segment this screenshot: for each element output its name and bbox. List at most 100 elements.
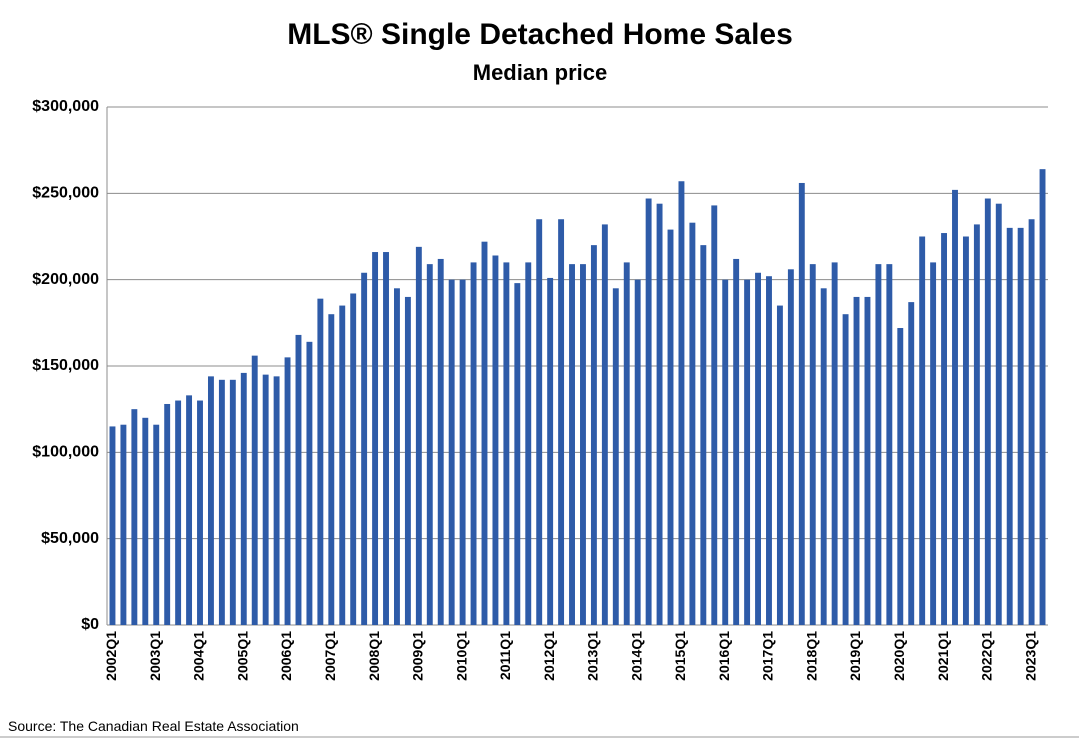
- bar: [328, 314, 335, 625]
- y-tick-label: $0: [81, 616, 99, 633]
- bar: [251, 355, 258, 625]
- bar: [842, 314, 849, 625]
- x-tick-label: 2011Q1: [497, 631, 513, 680]
- bar: [372, 252, 379, 626]
- bar: [437, 258, 444, 625]
- bar: [153, 424, 160, 625]
- bar: [766, 276, 772, 625]
- bar: [415, 246, 422, 626]
- x-tick-label: 2002Q1: [103, 631, 119, 681]
- x-tick-label: 2012Q1: [541, 631, 557, 681]
- bar: [864, 296, 871, 625]
- x-tick-label: 2007Q1: [322, 631, 338, 681]
- bar: [569, 264, 575, 625]
- x-tick-label: 2019Q1: [847, 631, 863, 681]
- bar: [262, 374, 269, 625]
- bar: [1006, 227, 1013, 625]
- bar: [404, 296, 411, 625]
- bar: [229, 379, 236, 625]
- bar: [186, 395, 193, 625]
- bar: [809, 264, 816, 625]
- x-tick-label: 2003Q1: [147, 631, 163, 681]
- bar: [886, 264, 893, 625]
- bar: [941, 233, 948, 625]
- x-tick-label: 2023Q1: [1022, 631, 1038, 681]
- bar: [547, 277, 554, 625]
- bar: [623, 262, 630, 625]
- bar: [306, 341, 313, 625]
- chart-subtitle: Median price: [473, 60, 607, 85]
- bar: [678, 181, 685, 625]
- x-tick-label: 2013Q1: [585, 631, 601, 681]
- bar: [875, 264, 882, 625]
- bar: [295, 334, 302, 625]
- x-tick-label: 2022Q1: [979, 631, 995, 681]
- y-tick-label: $250,000: [32, 185, 99, 202]
- bar: [897, 328, 904, 625]
- bar: [798, 182, 805, 625]
- bar: [667, 229, 674, 626]
- bar: [503, 262, 510, 625]
- x-tick-label: 2005Q1: [234, 631, 250, 681]
- bar: [908, 302, 915, 625]
- x-tick-label: 2004Q1: [191, 631, 207, 681]
- y-tick-label: $300,000: [32, 98, 99, 115]
- bar: [361, 272, 368, 625]
- bar: [448, 279, 455, 625]
- bar: [580, 264, 586, 625]
- bar: [919, 236, 926, 625]
- bar: [459, 279, 466, 625]
- bar: [984, 198, 991, 625]
- bar: [481, 241, 488, 625]
- bar: [973, 224, 980, 625]
- bar: [197, 400, 203, 625]
- bar: [492, 255, 499, 625]
- bar: [514, 283, 521, 625]
- y-tick-label: $100,000: [32, 444, 99, 461]
- bar: [700, 245, 707, 625]
- bar: [722, 279, 729, 625]
- bar: [590, 245, 597, 625]
- bar: [109, 426, 116, 625]
- bar: [426, 264, 433, 625]
- chart-title: MLS® Single Detached Home Sales: [287, 18, 793, 51]
- bar: [218, 379, 225, 625]
- x-tick-label: 2009Q1: [410, 631, 426, 681]
- bar: [776, 305, 783, 625]
- bar: [601, 224, 608, 625]
- bar: [317, 298, 324, 625]
- bar: [645, 198, 652, 625]
- bar: [689, 222, 696, 626]
- bar: [536, 219, 543, 625]
- bar: [831, 262, 838, 625]
- x-tick-label: 2014Q1: [628, 631, 644, 681]
- y-tick-label: $200,000: [32, 271, 99, 288]
- bar: [952, 189, 958, 625]
- bar: [120, 424, 127, 625]
- bar: [525, 262, 532, 625]
- bar: [470, 262, 477, 625]
- bar: [131, 409, 138, 625]
- bar: [820, 288, 827, 625]
- bar: [350, 293, 357, 625]
- bar: [142, 417, 149, 625]
- x-tick-label: 2021Q1: [935, 631, 951, 681]
- x-tick-label: 2010Q1: [453, 631, 469, 681]
- bar: [995, 203, 1002, 625]
- x-tick-label: 2015Q1: [672, 631, 688, 681]
- x-tick-label: 2017Q1: [760, 631, 776, 681]
- x-tick-label: 2006Q1: [278, 631, 294, 681]
- bar: [164, 403, 171, 625]
- bar: [656, 203, 663, 625]
- bar: [240, 372, 247, 625]
- y-tick-label: $150,000: [32, 357, 99, 374]
- x-tick-label: 2016Q1: [716, 631, 732, 681]
- x-tick-label: 2008Q1: [366, 631, 382, 681]
- bar: [273, 376, 280, 625]
- bar: [558, 219, 565, 625]
- bar: [1028, 219, 1035, 625]
- bar: [711, 205, 718, 626]
- bar: [284, 357, 291, 625]
- bar: [1039, 169, 1046, 625]
- bar: [207, 376, 214, 625]
